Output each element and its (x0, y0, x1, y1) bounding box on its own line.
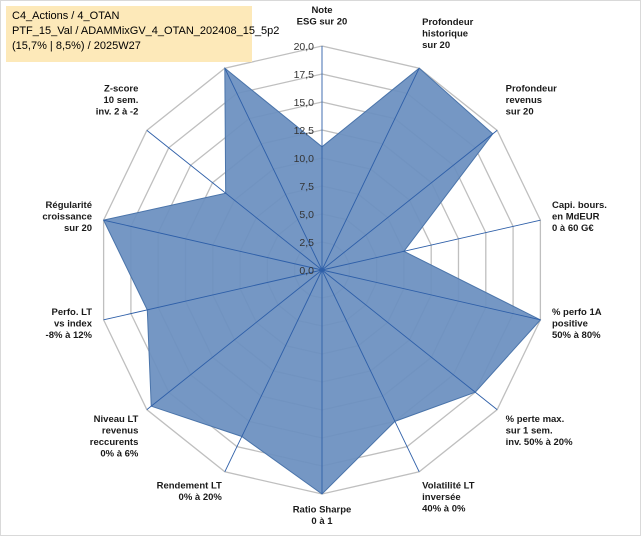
spoke-13 (224, 67, 323, 271)
tick-label-7: 17,5 (294, 69, 315, 81)
axis-label-10: Perfo. LT vs index -8% à 12% (46, 307, 93, 341)
axis-label-0: Note ESG sur 20 (297, 5, 348, 28)
spoke-3 (321, 219, 541, 271)
radar-spokes (103, 46, 541, 494)
axis-label-12: Z-score 10 sem. inv. 2 à -2 (96, 84, 139, 118)
tick-label-1: 2,5 (299, 237, 314, 249)
tick-label-3: 7,5 (299, 181, 314, 193)
axis-label-3: Capi. bours. en MdEUR 0 à 60 G€ (552, 200, 607, 234)
axis-label-7: Ratio Sharpe 0 à 1 (293, 504, 352, 527)
tick-label-5: 12,5 (294, 125, 315, 137)
spoke-8 (224, 269, 323, 473)
axis-label-4: % perfo 1A positive 50% à 80% (552, 307, 602, 341)
chart-title-box: C4_Actions / 4_OTAN PTF_15_Val / ADAMMix… (6, 6, 280, 62)
spoke-9 (146, 269, 323, 411)
spoke-6 (321, 269, 420, 473)
axis-label-11: Régularité croissance sur 20 (42, 200, 92, 234)
axis-label-9: Niveau LT revenus reccurents 0% à 6% (90, 414, 139, 460)
spoke-10 (103, 269, 323, 321)
spoke-4 (321, 269, 541, 321)
axis-label-6: Volatilité LT inversée 40% à 0% (422, 481, 475, 515)
title-line-1: C4_Actions / 4_OTAN (12, 10, 120, 22)
spoke-1 (321, 67, 420, 271)
spoke-2 (321, 129, 498, 271)
tick-label-0: 0,0 (299, 265, 314, 277)
title-line-3: (15,7% | 8,5%) / 2025W27 (12, 40, 141, 52)
axis-label-8: Rendement LT 0% à 20% (157, 481, 223, 504)
tick-label-2: 5,0 (299, 209, 314, 221)
tick-label-6: 15,0 (294, 97, 315, 109)
axis-label-5: % perte max. sur 1 sem. inv. 50% à 20% (506, 414, 573, 448)
spoke-11 (103, 219, 323, 271)
title-line-2: PTF_15_Val / ADAMMixGV_4_OTAN_202408_15_… (12, 25, 280, 37)
radial-tick-labels: 0,0 2,5 5,0 7,5 10,0 12,5 15,0 17,5 20,0 (294, 41, 315, 277)
tick-label-8: 20,0 (294, 41, 315, 53)
axis-label-1: Profondeur historique sur 20 (422, 17, 473, 51)
tick-label-4: 10,0 (294, 153, 315, 165)
spoke-5 (321, 269, 498, 411)
spoke-12 (146, 129, 323, 271)
axis-label-2: Profondeur revenus sur 20 (506, 84, 557, 118)
